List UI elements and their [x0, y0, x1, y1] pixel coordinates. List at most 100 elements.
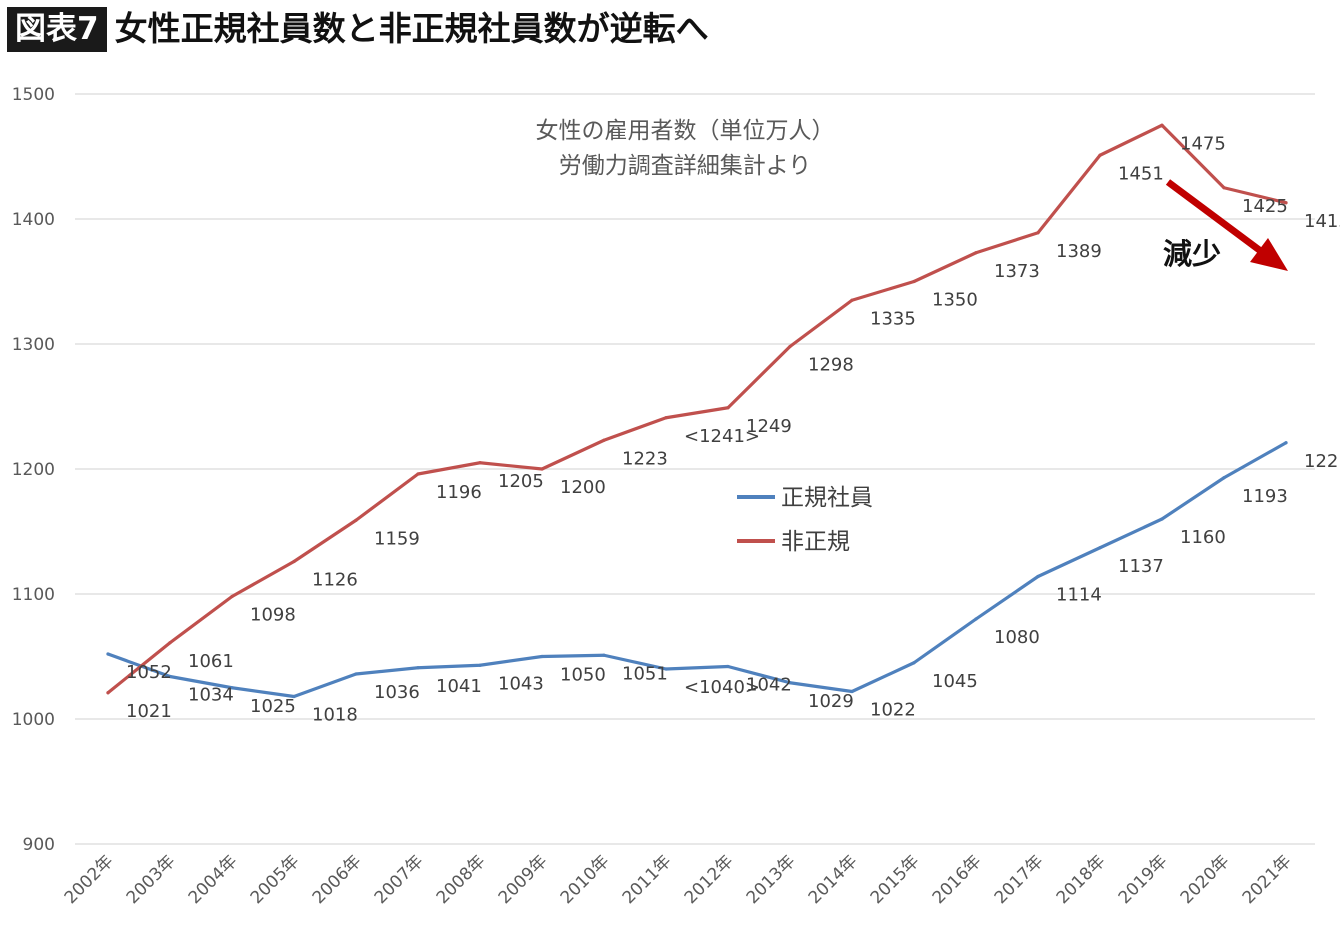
data-point-0-6: [478, 663, 482, 667]
source-note-line2: 労働力調査詳細集計より: [559, 153, 812, 179]
series-line-0: [106, 441, 1288, 699]
data-point-0-10: [726, 664, 730, 669]
data-point-0-1: [168, 674, 172, 679]
data-point-1-4: [354, 518, 358, 522]
y-tick-label-1100: 1100: [12, 585, 55, 605]
y-tick-label-1400: 1400: [12, 210, 55, 230]
y-tick-label-1500: 1500: [12, 85, 55, 105]
data-point-0-0: [106, 652, 110, 656]
data-point-0-11: [788, 681, 792, 685]
data-point-0-4: [354, 672, 358, 676]
data-label-0-2: 1025: [250, 696, 296, 717]
decline-annotation: 減少: [1163, 179, 1288, 271]
data-point-0-16: [1098, 546, 1102, 550]
y-tick-label-1200: 1200: [12, 460, 55, 480]
data-point-1-12: [850, 298, 854, 302]
data-label-1-9: <1241>: [684, 426, 760, 447]
data-label-1-14: 1373: [994, 261, 1040, 282]
title-bar: 図表7 女性正規社員数と非正規社員数が逆転へ: [7, 6, 709, 52]
data-point-1-13: [912, 279, 916, 284]
data-label-0-15: 1114: [1056, 585, 1102, 606]
data-label-1-1: 1061: [188, 651, 234, 672]
x-tick-label-6: 2008年: [433, 851, 490, 908]
data-point-1-8: [602, 438, 606, 442]
data-point-1-16: [1098, 153, 1102, 157]
data-point-0-8: [602, 653, 606, 657]
data-point-1-2: [230, 594, 234, 599]
data-label-0-5: 1041: [436, 676, 482, 697]
x-tick-label-5: 2007年: [371, 851, 428, 908]
decline-arrow: [1165, 179, 1265, 255]
data-point-0-12: [850, 689, 854, 694]
data-label-1-3: 1126: [312, 570, 358, 591]
data-point-1-10: [726, 406, 730, 410]
data-point-0-14: [974, 617, 978, 621]
data-label-1-19: 1413: [1304, 211, 1340, 232]
data-label-0-11: 1029: [808, 691, 854, 712]
decline-label: 減少: [1163, 237, 1221, 271]
x-tick-label-7: 2009年: [495, 851, 552, 908]
data-label-1-11: 1298: [808, 355, 854, 376]
data-point-1-0: [106, 691, 110, 695]
data-point-1-11: [788, 344, 792, 349]
data-point-0-15: [1036, 574, 1040, 579]
x-tick-label-3: 2005年: [247, 851, 304, 908]
x-tick-label-1: 2003年: [123, 851, 180, 908]
x-tick-label-11: 2013年: [743, 851, 800, 908]
x-tick-label-18: 2020年: [1177, 851, 1234, 908]
x-tick-label-13: 2015年: [867, 851, 924, 908]
x-axis-ticks: 2002年 2003年 2004年 2005年 2006年 2007年 2008年 2009年…: [61, 851, 1296, 908]
data-label-0-8: 1051: [622, 663, 668, 684]
legend: 正規社員 非正規: [737, 485, 873, 555]
data-label-0-18: 1193: [1242, 486, 1288, 507]
data-label-0-14: 1080: [994, 627, 1040, 648]
data-label-0-1: 1034: [188, 685, 234, 706]
data-point-1-6: [478, 461, 482, 465]
data-point-1-7: [540, 467, 544, 471]
x-tick-label-0: 2002年: [61, 851, 118, 908]
data-point-1-14: [974, 251, 978, 255]
data-label-0-16: 1137: [1118, 556, 1164, 577]
data-label-1-15: 1389: [1056, 241, 1102, 262]
data-point-0-13: [912, 661, 916, 665]
data-point-0-5: [416, 666, 420, 670]
data-point-0-18: [1222, 476, 1226, 480]
data-label-1-8: 1223: [622, 448, 668, 469]
data-point-1-15: [1036, 231, 1040, 235]
data-label-1-13: 1350: [932, 290, 978, 311]
source-note-line1: 女性の雇用者数（単位万人）: [536, 118, 835, 144]
legend-label-regular: 正規社員: [781, 485, 873, 511]
data-point-0-2: [230, 686, 234, 690]
data-label-1-18: 1425: [1242, 196, 1288, 217]
data-label-0-4: 1036: [374, 682, 420, 703]
data-label-1-2: 1098: [250, 605, 296, 626]
data-label-1-4: 1159: [374, 528, 420, 549]
data-point-1-19: [1284, 201, 1288, 205]
x-tick-label-9: 2011年: [619, 851, 676, 908]
x-tick-label-4: 2006年: [309, 851, 366, 908]
data-label-0-7: 1050: [560, 665, 606, 686]
data-labels: 1052 1034 1025 1018 1036 1041 1043 1050 1051 <104…: [126, 133, 1340, 725]
data-point-0-19: [1284, 441, 1288, 445]
series-line-1: [106, 123, 1288, 695]
data-label-0-0: 1052: [126, 662, 172, 683]
x-tick-label-8: 2010年: [557, 851, 614, 908]
data-label-0-3: 1018: [312, 705, 358, 726]
x-tick-label-10: 2012年: [681, 851, 738, 908]
x-tick-label-15: 2017年: [991, 851, 1048, 908]
data-point-1-18: [1222, 186, 1226, 190]
grid-layer: [75, 93, 1315, 845]
data-point-0-17: [1160, 517, 1164, 521]
series-layer: [106, 123, 1288, 699]
x-tick-label-12: 2014年: [805, 851, 862, 908]
y-tick-label-900: 900: [23, 835, 55, 855]
y-axis-ticks: 900 1000 1100 1200 1300 1400 1500: [12, 85, 55, 855]
data-point-1-17: [1160, 123, 1164, 127]
x-tick-label-19: 2021年: [1239, 851, 1296, 908]
data-label-0-12: 1022: [870, 700, 916, 721]
data-label-1-16: 1451: [1118, 163, 1164, 184]
data-label-0-13: 1045: [932, 671, 978, 692]
data-point-0-9: [664, 667, 668, 671]
